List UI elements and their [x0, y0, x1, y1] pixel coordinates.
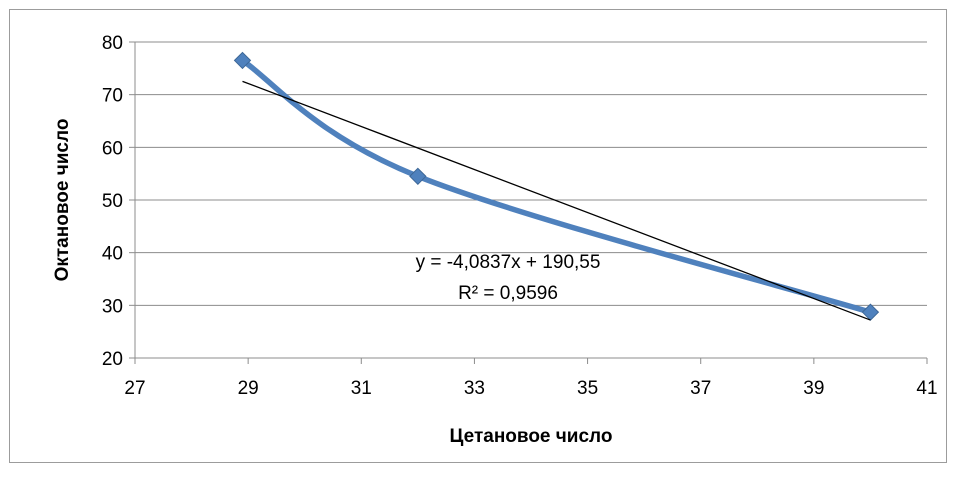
- x-tick-label: 33: [464, 378, 485, 399]
- y-tick-label: 60: [102, 138, 123, 159]
- x-tick-label: 27: [124, 378, 145, 399]
- y-tick-label: 80: [102, 33, 123, 54]
- x-tick-label: 31: [351, 378, 372, 399]
- x-tick-label: 39: [803, 378, 824, 399]
- data-point: [861, 303, 880, 321]
- trendline-equation: y = -4,0837x + 190,55: [416, 252, 601, 273]
- data-point: [233, 51, 252, 70]
- y-tick-label: 30: [102, 296, 123, 317]
- y-tick-label: 40: [102, 244, 123, 265]
- data-point: [409, 167, 427, 186]
- x-tick-label: 35: [577, 378, 598, 399]
- y-tick-label: 50: [102, 191, 123, 212]
- x-tick-label: 37: [690, 378, 711, 399]
- trendline-r-squared: R² = 0,9596: [458, 283, 558, 304]
- trendline: [242, 80, 871, 321]
- chart-border: [9, 9, 947, 463]
- series-line: [239, 57, 874, 315]
- x-tick-label: 29: [238, 378, 259, 399]
- y-tick-label: 70: [102, 86, 123, 107]
- y-axis-title: Октановое число: [52, 119, 73, 282]
- x-axis-title: Цетановое число: [450, 426, 613, 447]
- y-tick-label: 20: [102, 349, 123, 370]
- x-tick-label: 41: [916, 378, 937, 399]
